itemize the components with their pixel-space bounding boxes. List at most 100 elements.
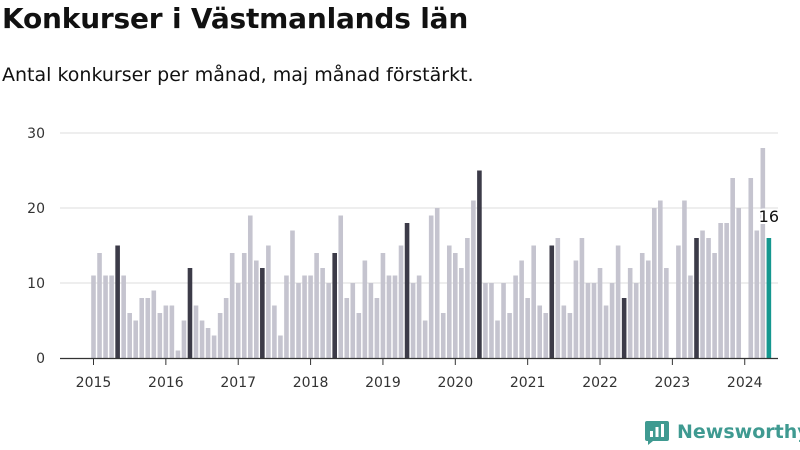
bar-2017-04: [254, 260, 259, 358]
bar-2016-03: [175, 350, 181, 358]
x-tick-label: 2017: [220, 375, 256, 391]
bar-2021-01: [525, 298, 530, 358]
bar-2020-07: [489, 283, 494, 358]
bar-2023-04: [688, 275, 693, 358]
bar-2020-06: [483, 283, 488, 358]
bar-2018-12: [374, 298, 380, 358]
bar-2022-12: [664, 268, 669, 358]
bar-2018-11: [368, 283, 374, 358]
bar-2015-10: [145, 298, 151, 358]
bar-2020-11: [513, 275, 518, 358]
x-tick-label: 2020: [437, 375, 473, 391]
bar-2022-04: [615, 245, 621, 358]
bar-2017-01: [235, 283, 241, 358]
bar-2017-08: [278, 335, 283, 358]
bar-2017-03: [247, 215, 253, 358]
chart-title: Konkurser i Västmanlands län: [2, 2, 469, 35]
bar-2015-08: [133, 320, 139, 358]
x-tick-label: 2023: [655, 375, 691, 391]
bar-2017-09: [284, 275, 289, 358]
annotation: 16: [757, 205, 781, 228]
bar-2023-09: [718, 223, 723, 358]
bar-2022-01: [597, 268, 603, 358]
bar-2022-02: [603, 305, 609, 358]
bar-2021-12: [591, 283, 597, 358]
bars: [91, 148, 772, 358]
x-tick-label: 2015: [76, 375, 112, 391]
x-tick-label: 2022: [582, 375, 618, 391]
x-tick-label: 2016: [148, 375, 184, 391]
bar-2021-05: [549, 245, 555, 358]
bar-2022-11: [658, 200, 663, 358]
bar-2022-03: [609, 283, 615, 358]
bar-2019-10: [434, 208, 440, 358]
bar-2019-07: [416, 275, 422, 358]
bar-2022-08: [639, 253, 645, 358]
bar-2018-10: [362, 260, 368, 358]
bar-2021-09: [573, 260, 579, 358]
bar-2022-05: [621, 298, 627, 358]
bar-2023-07: [706, 238, 711, 358]
bar-2020-10: [507, 313, 512, 358]
bar-2019-01: [380, 253, 386, 358]
bar-2017-05: [260, 268, 265, 358]
y-tick-label: 0: [36, 351, 45, 367]
bar-2024-02: [748, 178, 754, 358]
x-tick-label: 2024: [727, 375, 763, 391]
bar-2016-01: [163, 305, 169, 358]
bar-2019-08: [422, 320, 428, 358]
bar-2018-02: [314, 253, 319, 358]
bar-2018-04: [326, 283, 331, 358]
x-tick-label: 2018: [293, 375, 329, 391]
bar-2020-03: [465, 238, 470, 358]
bar-2017-07: [272, 305, 277, 358]
bar-2015-01: [91, 275, 96, 358]
bar-2018-03: [320, 268, 325, 358]
bar-2015-02: [97, 253, 102, 358]
bar-2021-07: [561, 305, 567, 358]
bar-2016-05: [187, 268, 193, 358]
gridlines: [60, 132, 778, 284]
bar-2016-12: [229, 253, 235, 358]
bar-2018-01: [308, 275, 313, 358]
bar-2019-11: [440, 313, 446, 358]
bar-2017-02: [241, 253, 247, 358]
bar-2024-05: [766, 238, 772, 358]
bar-2017-12: [302, 275, 307, 358]
bar-2023-02: [676, 245, 681, 358]
bar-2024-03: [754, 230, 760, 358]
bar-2020-04: [471, 200, 476, 358]
bar-2021-02: [531, 245, 536, 358]
bar-2015-03: [103, 275, 108, 358]
bar-2019-03: [392, 275, 398, 358]
bar-2016-04: [181, 320, 187, 358]
bar-2022-06: [627, 268, 633, 358]
bar-2016-08: [205, 328, 211, 358]
chart-subtitle: Antal konkurser per månad, maj månad för…: [2, 64, 474, 86]
bar-2023-10: [724, 223, 729, 358]
bar-2020-01: [453, 253, 458, 358]
x-tick-label: 2019: [365, 375, 401, 391]
bar-2021-10: [579, 238, 585, 358]
bar-2020-02: [459, 268, 464, 358]
bar-2015-07: [127, 313, 132, 358]
bar-2015-09: [139, 298, 145, 358]
bar-2015-06: [121, 275, 126, 358]
bar-2017-06: [266, 245, 271, 358]
bar-2022-07: [633, 283, 639, 358]
bar-2023-03: [682, 200, 687, 358]
x-tick-label: 2021: [510, 375, 546, 391]
bar-2018-07: [344, 298, 350, 358]
bar-2016-07: [199, 320, 205, 358]
bar-2018-06: [338, 215, 344, 358]
bar-2019-09: [428, 215, 434, 358]
bar-2016-10: [217, 313, 223, 358]
bar-2015-12: [157, 313, 163, 358]
bar-2021-03: [537, 305, 543, 358]
newsworthy-logo: Newsworthy: [644, 419, 800, 445]
bar-2016-06: [193, 305, 199, 358]
bar-2018-08: [350, 283, 356, 358]
bar-2016-02: [169, 305, 175, 358]
bar-2023-11: [730, 178, 735, 358]
